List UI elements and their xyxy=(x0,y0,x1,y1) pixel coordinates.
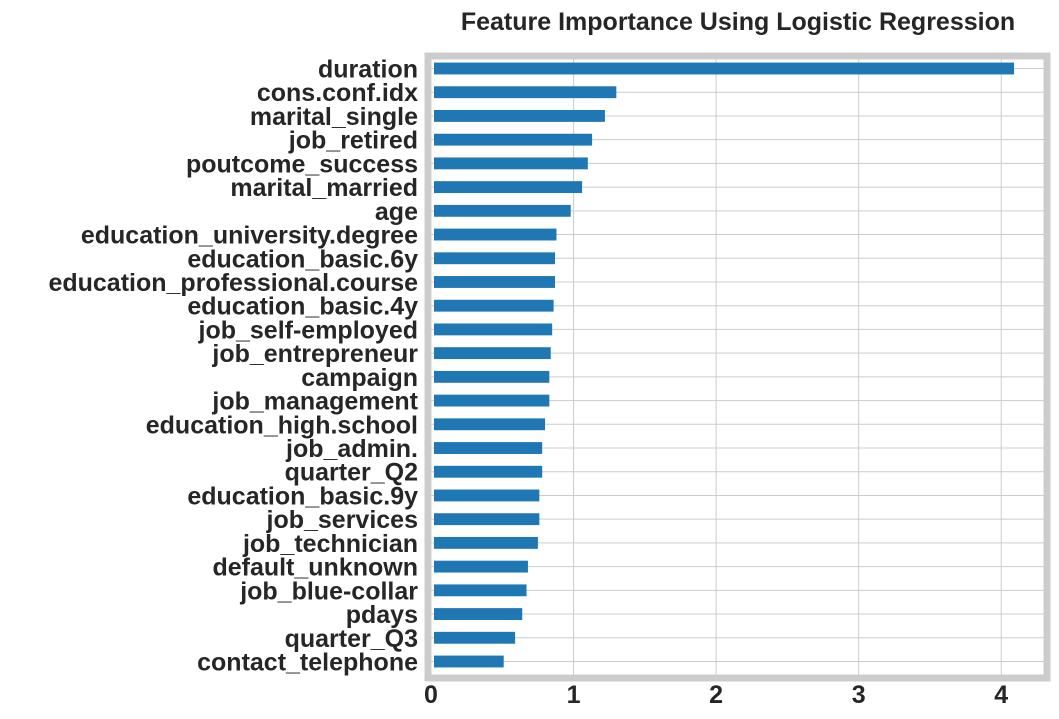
bar xyxy=(434,86,617,99)
x-tick-label: 3 xyxy=(852,681,866,709)
bar xyxy=(434,276,556,288)
bar xyxy=(434,133,593,146)
category-label: education_university.degree xyxy=(81,222,418,250)
bar xyxy=(434,631,516,644)
bar xyxy=(434,584,527,597)
bar xyxy=(434,252,556,265)
bar xyxy=(434,418,546,431)
category-label: education_professional.course xyxy=(48,269,418,297)
x-tick-label: 2 xyxy=(709,681,723,709)
category-label: pdays xyxy=(346,601,418,629)
category-label: job_management xyxy=(211,388,418,416)
bar xyxy=(434,204,571,217)
category-label: job_entrepreneur xyxy=(211,340,418,368)
grid-lines xyxy=(430,59,1044,675)
category-label: education_high.school xyxy=(146,411,418,439)
bar xyxy=(434,608,523,620)
category-label: job_blue-collar xyxy=(239,577,418,605)
category-label: job_services xyxy=(266,506,419,534)
x-tick-label: 0 xyxy=(424,681,438,709)
bar xyxy=(434,181,583,194)
bar xyxy=(434,370,550,383)
category-label: quarter_Q2 xyxy=(285,459,418,487)
bar xyxy=(434,655,504,668)
category-label: marital_single xyxy=(250,103,418,131)
bar xyxy=(434,394,550,407)
category-label: marital_married xyxy=(230,174,418,202)
category-label: cons.conf.idx xyxy=(257,79,418,107)
bar xyxy=(434,62,1015,75)
category-label: duration xyxy=(318,56,418,84)
plot-frame xyxy=(424,52,1051,682)
bars xyxy=(434,62,1015,668)
bar xyxy=(434,465,543,478)
bar xyxy=(434,347,551,360)
category-label: contact_telephone xyxy=(197,649,418,677)
chart-title: Feature Importance Using Logistic Regres… xyxy=(461,8,1015,36)
category-labels: durationcons.conf.idxmarital_singlejob_r… xyxy=(48,56,418,677)
category-label: campaign xyxy=(301,364,418,392)
category-label: poutcome_success xyxy=(186,150,418,178)
category-label: education_basic.9y xyxy=(187,482,418,510)
category-label: quarter_Q3 xyxy=(285,625,418,653)
category-label: education_basic.6y xyxy=(187,245,418,273)
x-tick-label: 4 xyxy=(994,681,1008,709)
category-label: job_self-employed xyxy=(198,316,419,344)
category-label: job_technician xyxy=(242,530,418,558)
category-label: job_admin. xyxy=(285,435,418,463)
bar xyxy=(434,323,553,336)
bar xyxy=(434,110,605,122)
bar xyxy=(434,299,554,312)
bar xyxy=(434,513,540,526)
bar xyxy=(434,228,557,241)
bar xyxy=(434,560,528,573)
bar xyxy=(434,536,538,549)
category-label: education_basic.4y xyxy=(187,293,418,321)
bar xyxy=(434,442,543,454)
bar xyxy=(434,489,540,502)
category-label: default_unknown xyxy=(212,554,418,582)
bar xyxy=(434,157,588,170)
category-label: job_retired xyxy=(288,127,418,155)
x-tick-labels: 0 1 2 3 4 xyxy=(424,681,1008,709)
category-label: age xyxy=(375,198,418,226)
x-tick-label: 1 xyxy=(567,681,581,709)
